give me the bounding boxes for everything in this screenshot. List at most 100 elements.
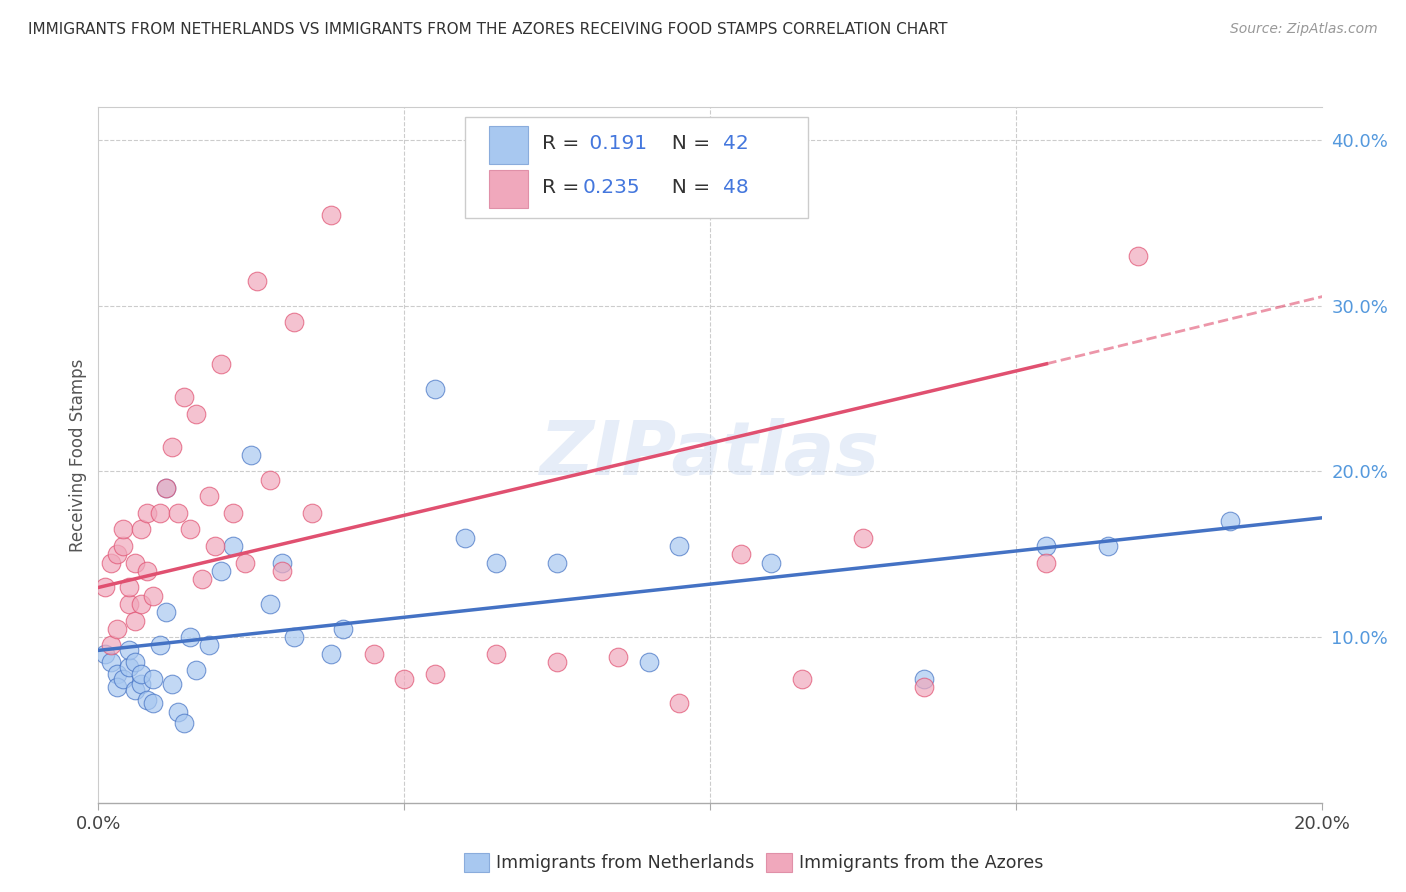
Point	[124, 556, 146, 570]
Point	[105, 680, 128, 694]
Text: Immigrants from Netherlands: Immigrants from Netherlands	[496, 854, 755, 871]
Point	[105, 547, 128, 561]
Point	[270, 556, 292, 570]
Point	[197, 489, 219, 503]
Point	[118, 643, 141, 657]
Point	[270, 564, 292, 578]
Point	[222, 506, 245, 520]
Point	[233, 556, 256, 570]
Point	[209, 564, 232, 578]
Point	[186, 407, 208, 421]
Point	[129, 666, 152, 681]
Point	[197, 639, 219, 653]
Point	[790, 672, 813, 686]
Text: Source: ZipAtlas.com: Source: ZipAtlas.com	[1230, 22, 1378, 37]
Point	[319, 647, 342, 661]
Point	[179, 630, 201, 644]
Point	[129, 676, 152, 690]
Point	[423, 666, 446, 681]
Point	[392, 672, 416, 686]
Point	[118, 581, 141, 595]
Point	[546, 655, 568, 669]
Point	[142, 589, 165, 603]
Point	[111, 672, 134, 686]
Point	[155, 605, 177, 619]
Text: ZIPatlas: ZIPatlas	[540, 418, 880, 491]
Point	[100, 639, 122, 653]
Point	[100, 655, 122, 669]
Point	[637, 655, 661, 669]
Text: R =: R =	[543, 178, 586, 196]
Text: IMMIGRANTS FROM NETHERLANDS VS IMMIGRANTS FROM THE AZORES RECEIVING FOOD STAMPS : IMMIGRANTS FROM NETHERLANDS VS IMMIGRANT…	[28, 22, 948, 37]
Text: 48: 48	[724, 178, 749, 196]
Point	[332, 622, 354, 636]
Point	[149, 639, 172, 653]
Point	[191, 572, 214, 586]
Y-axis label: Receiving Food Stamps: Receiving Food Stamps	[69, 359, 87, 551]
FancyBboxPatch shape	[489, 170, 527, 209]
Point	[240, 448, 263, 462]
Point	[129, 523, 152, 537]
Point	[118, 597, 141, 611]
Point	[485, 647, 508, 661]
Text: Immigrants from the Azores: Immigrants from the Azores	[799, 854, 1043, 871]
Point	[186, 663, 208, 677]
Point	[136, 506, 159, 520]
Point	[93, 581, 115, 595]
Point	[93, 647, 115, 661]
Point	[149, 506, 172, 520]
Point	[105, 666, 128, 681]
Point	[105, 622, 128, 636]
Point	[111, 523, 134, 537]
Point	[607, 650, 630, 665]
Point	[179, 523, 201, 537]
Point	[124, 614, 146, 628]
Point	[485, 556, 508, 570]
Point	[363, 647, 385, 661]
Point	[1097, 539, 1119, 553]
Point	[129, 597, 152, 611]
Text: 0.191: 0.191	[583, 134, 647, 153]
Text: R =: R =	[543, 134, 586, 153]
FancyBboxPatch shape	[489, 126, 527, 164]
Point	[124, 655, 146, 669]
Point	[209, 357, 232, 371]
Point	[142, 672, 165, 686]
Point	[423, 382, 446, 396]
Point	[160, 440, 183, 454]
Point	[912, 672, 935, 686]
Point	[1128, 249, 1150, 263]
Point	[136, 564, 159, 578]
Point	[142, 697, 165, 711]
Point	[283, 315, 305, 329]
Point	[668, 697, 690, 711]
Point	[319, 208, 342, 222]
Point	[668, 539, 690, 553]
Point	[118, 660, 141, 674]
Point	[155, 481, 177, 495]
Point	[155, 481, 177, 495]
Point	[259, 473, 281, 487]
Point	[259, 597, 281, 611]
Point	[222, 539, 245, 553]
Point	[173, 716, 195, 731]
Text: N =: N =	[658, 134, 716, 153]
Point	[111, 539, 134, 553]
Point	[759, 556, 782, 570]
Point	[167, 705, 190, 719]
Point	[136, 693, 159, 707]
Point	[246, 274, 269, 288]
Point	[160, 676, 183, 690]
Text: 42: 42	[724, 134, 749, 153]
Point	[1219, 514, 1241, 528]
Point	[912, 680, 935, 694]
Point	[454, 531, 477, 545]
Point	[124, 683, 146, 698]
Point	[730, 547, 752, 561]
Point	[173, 390, 195, 404]
FancyBboxPatch shape	[465, 118, 808, 219]
Point	[301, 506, 323, 520]
Point	[167, 506, 190, 520]
Point	[204, 539, 226, 553]
Point	[546, 556, 568, 570]
